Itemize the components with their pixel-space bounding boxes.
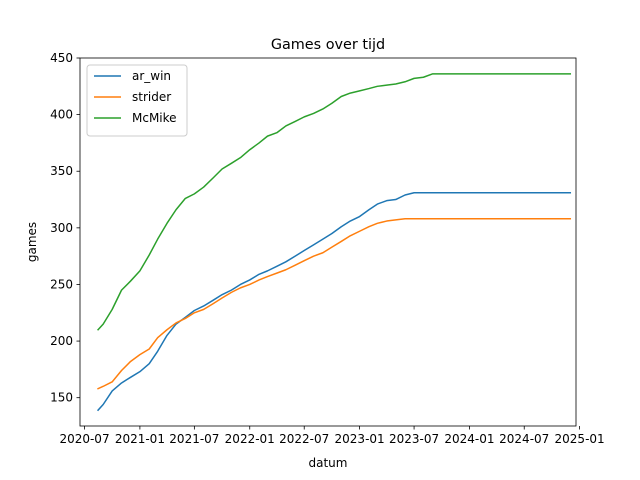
axes: 2020-07 2021-01 2021-07 2022-01 2022-07 2023-… <box>50 51 605 446</box>
legend-label-strider: strider <box>132 90 171 104</box>
y-tick-label: 350 <box>50 164 73 178</box>
x-tick-label: 2021-07 <box>169 432 219 446</box>
x-tick-label: 2025-01 <box>555 432 605 446</box>
x-tick-label: 2022-07 <box>279 432 329 446</box>
chart-title: Games over tijd <box>271 37 385 53</box>
x-tick-label: 2024-07 <box>499 432 549 446</box>
legend-label-ar_win: ar_win <box>132 69 171 83</box>
series-line-McMike <box>97 73 572 331</box>
x-tick-label: 2021-01 <box>115 432 165 446</box>
y-tick-label: 150 <box>50 391 73 405</box>
x-tick-label: 2022-01 <box>225 432 275 446</box>
x-tick-label: 2023-01 <box>335 432 385 446</box>
series-line-ar_win <box>97 191 572 412</box>
series-line-strider <box>97 218 572 390</box>
y-tick-label: 450 <box>50 51 73 65</box>
y-tick-label: 400 <box>50 108 73 122</box>
legend-label-McMike: McMike <box>132 111 177 125</box>
x-tick-label: 2024-01 <box>444 432 494 446</box>
y-tick-label: 300 <box>50 221 73 235</box>
x-tick-label: 2023-07 <box>389 432 439 446</box>
plot-area <box>97 73 572 412</box>
y-tick-label: 200 <box>50 334 73 348</box>
y-axis-label: games <box>25 222 39 262</box>
axes-frame <box>79 57 577 427</box>
x-axis-label: datum <box>309 456 348 470</box>
y-tick-label: 250 <box>50 277 73 291</box>
x-tick-label: 2020-07 <box>59 432 109 446</box>
